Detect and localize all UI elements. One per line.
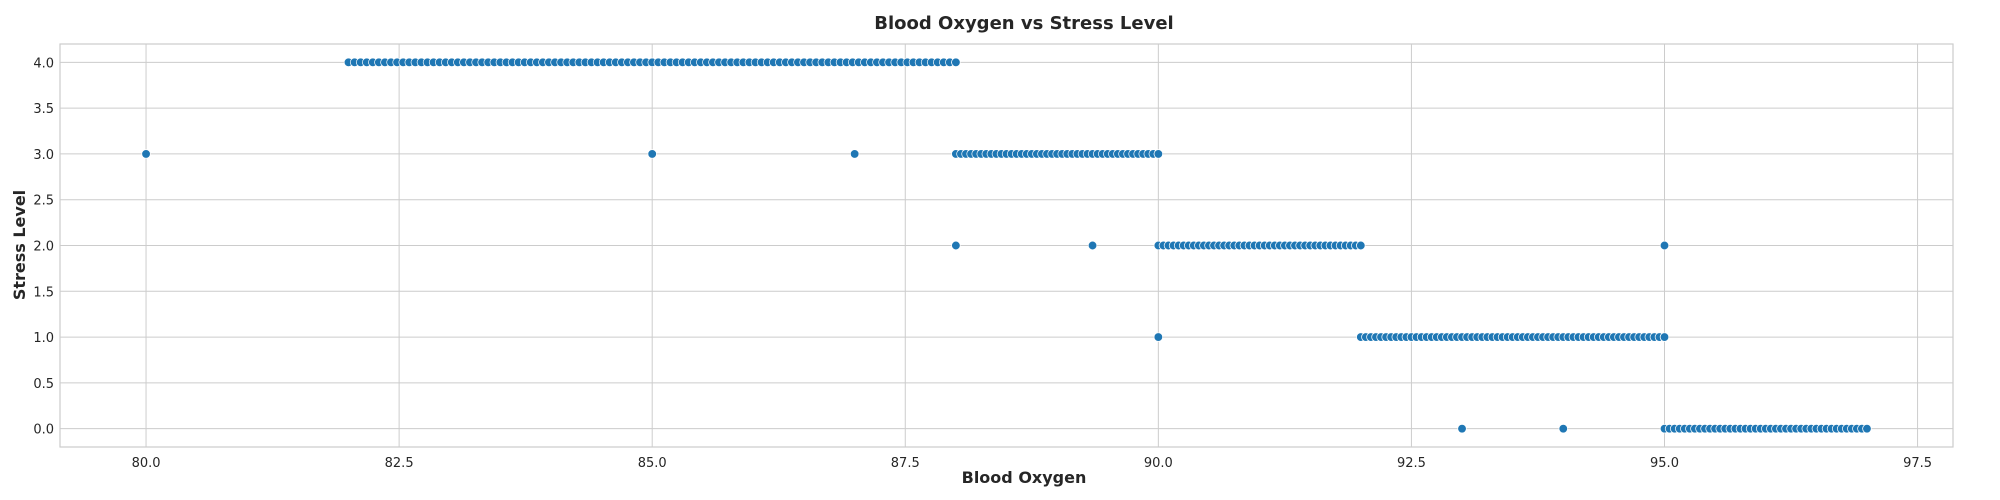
data-point <box>951 57 961 67</box>
y-tick-label: 0.5 <box>33 377 54 392</box>
plot-frame <box>59 43 1954 448</box>
x-tick-label: 92.5 <box>1397 456 1426 471</box>
x-tick-label: 80.0 <box>132 456 161 471</box>
data-point <box>1558 424 1568 434</box>
data-point <box>1457 424 1467 434</box>
x-tick-label: 82.5 <box>385 456 414 471</box>
x-tick-label: 95.0 <box>1650 456 1679 471</box>
y-tick-label: 4.0 <box>33 56 54 71</box>
x-tick-label: 85.0 <box>638 456 667 471</box>
data-point <box>1087 240 1098 251</box>
data-point <box>1153 332 1163 342</box>
x-tick-label: 90.0 <box>1144 456 1173 471</box>
data-point <box>1356 240 1366 251</box>
y-tick-label: 3.0 <box>33 148 54 163</box>
y-tick-label: 0.0 <box>33 423 54 438</box>
data-point <box>1862 424 1872 434</box>
data-point <box>1659 240 1670 251</box>
data-point <box>850 149 860 159</box>
data-point <box>1659 332 1670 342</box>
grid-lines <box>60 44 1953 447</box>
y-tick-label: 3.5 <box>33 102 54 117</box>
x-tick-label: 97.5 <box>1903 456 1932 471</box>
data-point <box>951 240 961 251</box>
y-axis-label: Stress Level <box>10 190 29 300</box>
x-tick-label: 87.5 <box>891 456 920 471</box>
tick-labels: 80.0 82.5 85.0 87.5 90.0 92.5 95.0 97.5 0.0 0.5 1.… <box>33 56 1932 471</box>
y-tick-label: 2.5 <box>33 194 54 209</box>
data-point <box>1153 149 1163 159</box>
data-points <box>141 57 1872 434</box>
data-point <box>141 149 151 159</box>
y-tick-label: 2.0 <box>33 240 54 255</box>
x-axis-label: Blood Oxygen <box>962 468 1087 487</box>
y-tick-label: 1.5 <box>33 285 54 300</box>
y-tick-label: 1.0 <box>33 331 54 346</box>
data-point <box>647 149 657 159</box>
chart-title: Blood Oxygen vs Stress Level <box>874 13 1173 34</box>
